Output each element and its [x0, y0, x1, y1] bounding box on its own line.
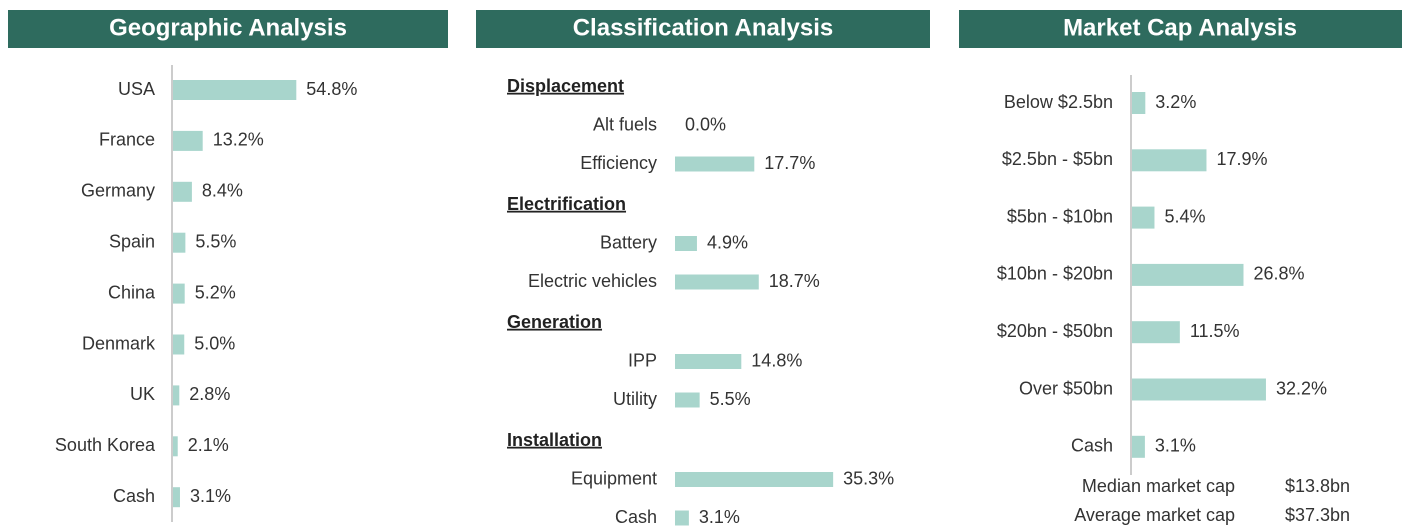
category-label: $2.5bn - $5bn — [1002, 149, 1113, 169]
bar — [173, 283, 185, 304]
bar — [173, 385, 180, 406]
bar — [1132, 378, 1266, 401]
note-label: Median market cap — [1082, 476, 1235, 496]
bar — [1132, 321, 1180, 344]
value-label: 32.2% — [1276, 378, 1327, 398]
value-label: 5.5% — [710, 389, 751, 409]
header-bg — [476, 10, 930, 48]
category-label: $5bn - $10bn — [1007, 206, 1113, 226]
note-value: $13.8bn — [1285, 476, 1350, 496]
category-label: $10bn - $20bn — [997, 264, 1113, 284]
value-label: 54.8% — [306, 79, 357, 99]
value-label: 5.4% — [1164, 206, 1205, 226]
bar — [1132, 206, 1155, 229]
value-label: 3.2% — [1155, 92, 1196, 112]
value-label: 3.1% — [699, 507, 740, 527]
category-label: Over $50bn — [1019, 378, 1113, 398]
group-label: Displacement — [507, 76, 624, 96]
category-label: France — [99, 130, 155, 150]
bar — [675, 274, 759, 290]
value-label: 18.7% — [769, 271, 820, 291]
bar — [173, 334, 185, 355]
category-label: Germany — [81, 181, 155, 201]
category-label: IPP — [628, 350, 657, 370]
bar — [173, 436, 178, 457]
value-label: 3.1% — [190, 486, 231, 506]
chart-title: Classification Analysis — [573, 14, 834, 41]
bar — [1132, 435, 1145, 458]
value-label: 5.0% — [194, 333, 235, 353]
bar — [1132, 92, 1146, 114]
category-label: Cash — [113, 486, 155, 506]
value-label: 26.8% — [1253, 264, 1304, 284]
value-label: 11.5% — [1190, 321, 1240, 341]
category-label: Battery — [600, 232, 657, 252]
bar — [173, 232, 186, 253]
category-label: $20bn - $50bn — [997, 321, 1113, 341]
group-label: Electrification — [507, 194, 626, 214]
category-label: South Korea — [55, 435, 156, 455]
bar — [173, 130, 203, 151]
category-label: Spain — [109, 231, 155, 251]
header-bg — [8, 10, 448, 48]
bar — [1132, 149, 1207, 172]
value-label: 13.2% — [213, 130, 264, 150]
value-label: 3.1% — [1155, 436, 1196, 456]
category-label: Electric vehicles — [528, 271, 657, 291]
value-label: 17.7% — [764, 153, 815, 173]
chart-title: Market Cap Analysis — [1063, 14, 1297, 41]
value-label: 2.1% — [188, 435, 229, 455]
category-label: Alt fuels — [593, 114, 657, 134]
group-label: Generation — [507, 312, 602, 332]
category-label: USA — [118, 79, 155, 99]
category-label: UK — [130, 384, 155, 404]
value-label: 4.9% — [707, 232, 748, 252]
note-value: $37.3bn — [1285, 505, 1350, 525]
header-bg — [959, 10, 1402, 48]
note-label: Average market cap — [1074, 505, 1235, 525]
bar — [675, 156, 755, 172]
category-label: Equipment — [571, 468, 657, 488]
category-label: Efficiency — [580, 153, 657, 173]
value-label: 5.2% — [195, 282, 236, 302]
bar — [675, 472, 834, 487]
category-label: China — [108, 282, 156, 302]
category-label: Below $2.5bn — [1004, 92, 1113, 112]
category-label: Cash — [615, 507, 657, 527]
value-label: 8.4% — [202, 181, 243, 201]
value-label: 0.0% — [685, 114, 726, 134]
category-label: Denmark — [82, 333, 156, 353]
bar — [675, 392, 700, 408]
value-label: 2.8% — [189, 384, 230, 404]
bar — [675, 236, 697, 251]
bar — [173, 80, 297, 100]
category-label: Utility — [613, 389, 657, 409]
group-label: Installation — [507, 430, 602, 450]
value-label: 5.5% — [195, 231, 236, 251]
bar — [675, 354, 742, 369]
value-label: 35.3% — [843, 468, 894, 488]
bar — [1132, 263, 1244, 286]
bar — [173, 181, 192, 202]
value-label: 17.9% — [1216, 149, 1267, 169]
value-label: 14.8% — [751, 350, 802, 370]
bar — [173, 487, 180, 508]
chart-title: Geographic Analysis — [109, 14, 347, 41]
category-label: Cash — [1071, 436, 1113, 456]
bar — [675, 510, 689, 526]
